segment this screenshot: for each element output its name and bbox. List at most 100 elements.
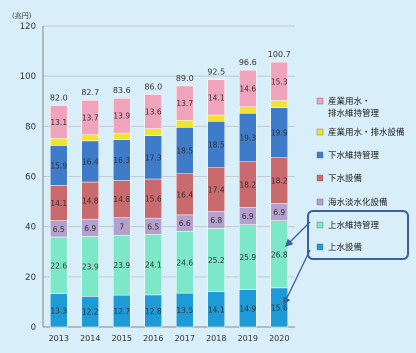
legend-label: 産業用水・排水設備 [328,127,405,138]
segment-value-label: 13.9 [113,112,130,121]
legend-swatch [316,97,324,105]
segment-value-label: 12.7 [113,307,130,316]
segment-value-label: 14.8 [113,195,130,204]
bar-segment [50,138,68,146]
bar-segment [144,94,162,129]
legend-swatch [316,198,324,206]
total-value-label: 82.0 [50,94,68,103]
bar-segment [270,61,288,101]
callout-box [307,210,409,260]
legend-swatch [316,128,324,136]
segment-value-label: 23.9 [113,261,130,270]
legend-label: 上水維持管理 [328,220,380,231]
segment-value-label: 23.9 [82,262,99,271]
segment-value-label: 13.3 [50,306,67,315]
callout-arrow [283,249,311,306]
y-tick-label: 20 [25,273,36,283]
segment-value-label: 6.9 [273,208,285,217]
y-tick-label: 40 [25,223,36,233]
segment-value-label: 17.3 [145,153,162,162]
segment-value-label: 6.5 [53,225,65,234]
y-tick-label: 80 [25,122,36,132]
segment-value-label: 19.3 [239,133,256,142]
segment-value-label: 6.5 [147,222,159,231]
legend-label: 産業用水・ [328,96,371,107]
segment-value-label: 7 [119,222,124,231]
legend-swatch [316,174,324,182]
legend-callout [283,210,409,306]
x-tick-label: 2020 [269,334,289,343]
legend-label: 排水維持管理 [328,108,380,119]
segment-value-label: 15.3 [271,77,288,86]
y-tick-label: 0 [31,323,36,333]
bar-segment [81,99,99,135]
segment-value-label: 14.1 [208,305,225,314]
segment-value-label: 14.8 [82,197,99,206]
bar-segment [207,114,225,122]
segment-value-label: 12.8 [145,307,162,316]
legend-swatch [316,221,324,229]
segment-value-label: 24.6 [176,258,193,267]
bar-segment [176,85,194,121]
callout-arrow [285,221,311,247]
segment-value-label: 17.4 [208,186,225,195]
segment-value-label: 6.8 [210,216,222,225]
segment-value-label: 15.6 [271,303,288,312]
segment-value-label: 6.6 [179,219,191,228]
x-tick-label: 2014 [80,334,100,343]
total-value-label: 86.0 [144,82,162,91]
total-value-label: 96.6 [239,58,257,67]
segment-value-label: 6.9 [84,224,96,233]
bar-segment [113,132,131,140]
segment-value-label: 16.4 [82,157,99,166]
legend-label: 上水設備 [328,242,363,253]
bar-segment [239,69,257,108]
segment-value-label: 18.5 [208,141,225,150]
segment-value-label: 14.9 [239,304,256,313]
segment-value-label: 22.6 [50,261,67,270]
segment-value-label: 25.9 [239,253,256,262]
x-tick-label: 2019 [238,334,258,343]
total-value-label: 92.5 [207,68,225,77]
x-tick-label: 2018 [206,334,226,343]
x-tick-label: 2017 [175,334,195,343]
x-tick-label: 2016 [143,334,163,343]
total-value-label: 82.7 [81,88,99,97]
legend-label: 下水維持管理 [328,150,380,161]
segment-value-label: 15.9 [50,161,67,170]
segment-value-label: 18.2 [239,181,256,190]
bar-segment [270,100,288,109]
segment-value-label: 12.2 [82,308,99,317]
bar-segment [176,120,194,128]
x-tick-label: 2015 [112,334,132,343]
legend-swatch [316,243,324,251]
segment-value-label: 24.1 [145,261,162,270]
y-unit-label: (兆円) [12,11,32,20]
segment-value-label: 13.6 [145,108,162,117]
segment-value-label: 25.2 [208,256,225,265]
segment-value-label: 14.6 [239,84,256,93]
legend-label: 下水設備 [328,173,363,184]
bars [50,61,288,328]
segment-value-label: 13.5 [176,306,193,315]
segment-value-label: 26.8 [271,250,288,259]
segment-value-label: 16.3 [113,156,130,165]
segment-value-label: 18.2 [271,177,288,186]
legend-swatch [316,151,324,159]
segment-value-label: 16.4 [176,190,193,199]
total-value-label: 100.7 [268,50,291,59]
total-value-label: 83.6 [113,86,131,95]
segment-value-label: 14.1 [50,199,67,208]
segment-value-label: 19.9 [271,129,288,138]
segment-value-label: 13.7 [82,113,99,122]
legend: 産業用水・排水維持管理産業用水・排水設備下水維持管理下水設備海水淡水化設備上水維… [316,96,405,253]
x-tick-label: 2013 [49,334,69,343]
total-value-label: 89.0 [176,74,194,83]
bar-segment [50,105,68,139]
y-tick-label: 60 [25,173,36,183]
y-tick-label: 100 [20,72,36,82]
segment-value-label: 6.9 [242,212,254,221]
bar-segment [207,79,225,116]
bar-segment [144,128,162,136]
